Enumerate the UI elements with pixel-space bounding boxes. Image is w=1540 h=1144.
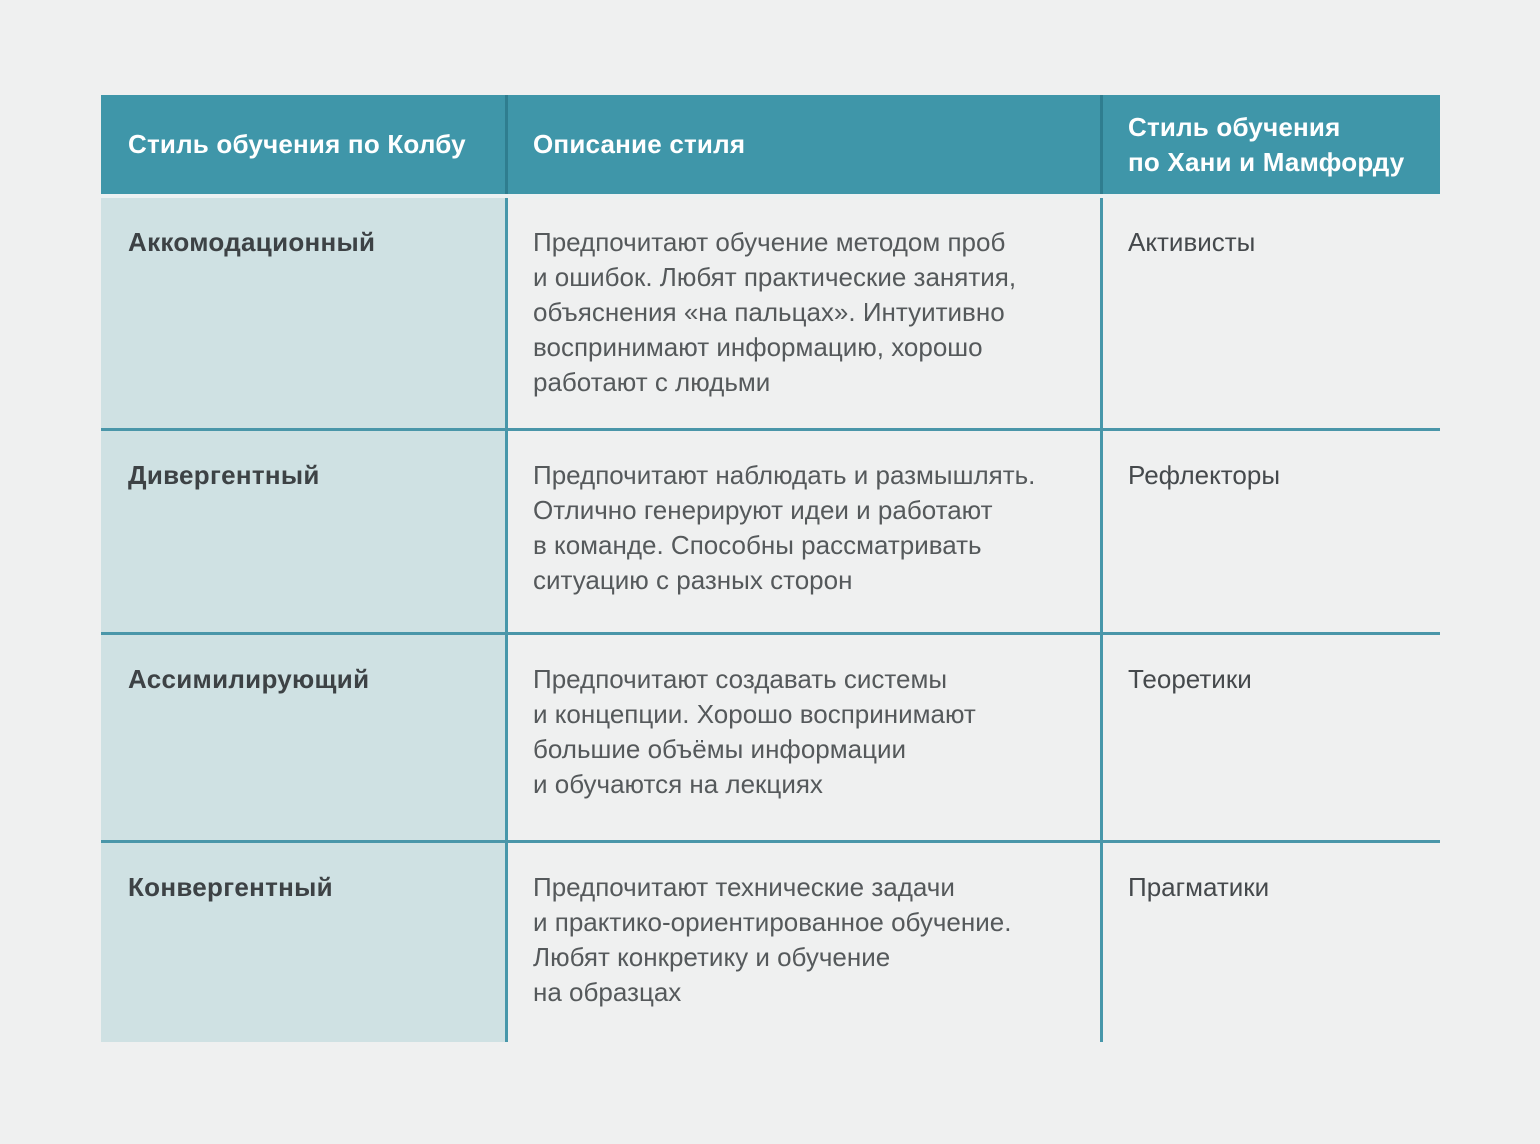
header-cell-kolb-style: Стиль обучения по Колбу xyxy=(128,129,466,159)
table-row: Дивергентный Предпочитают наблюдать и ра… xyxy=(101,428,1440,632)
cell-honey-mumford-style: Активисты xyxy=(1100,198,1440,428)
cell-kolb-style: Дивергентный xyxy=(101,431,505,632)
cell-style-description: Предпочитают создавать системы и концепц… xyxy=(505,635,1100,840)
cell-honey-mumford-style: Рефлекторы xyxy=(1100,431,1440,632)
table-header-row: Стиль обучения по Колбу Описание стиля С… xyxy=(101,95,1440,198)
table-row: Конвергентный Предпочитают технические з… xyxy=(101,840,1440,1042)
cell-style-description: Предпочитают наблюдать и размышлять. Отл… xyxy=(505,431,1100,632)
cell-style-description: Предпочитают обучение методом проб и оши… xyxy=(505,198,1100,428)
learning-styles-table: Стиль обучения по Колбу Описание стиля С… xyxy=(101,95,1440,1042)
cell-style-description: Предпочитают технические задачи и практи… xyxy=(505,843,1100,1042)
header-cell-honey-mumford-style: Стиль обучения по Хани и Мамфорду xyxy=(1100,95,1440,194)
cell-honey-mumford-style: Теоретики xyxy=(1100,635,1440,840)
cell-kolb-style: Ассимилирующий xyxy=(101,635,505,840)
cell-kolb-style: Аккомодационный xyxy=(101,198,505,428)
table-row: Аккомодационный Предпочитают обучение ме… xyxy=(101,198,1440,428)
cell-honey-mumford-style: Прагматики xyxy=(1100,843,1440,1042)
table-row: Ассимилирующий Предпочитают создавать си… xyxy=(101,632,1440,840)
cell-kolb-style: Конвергентный xyxy=(101,843,505,1042)
header-cell-style-description: Описание стиля xyxy=(505,95,1100,194)
